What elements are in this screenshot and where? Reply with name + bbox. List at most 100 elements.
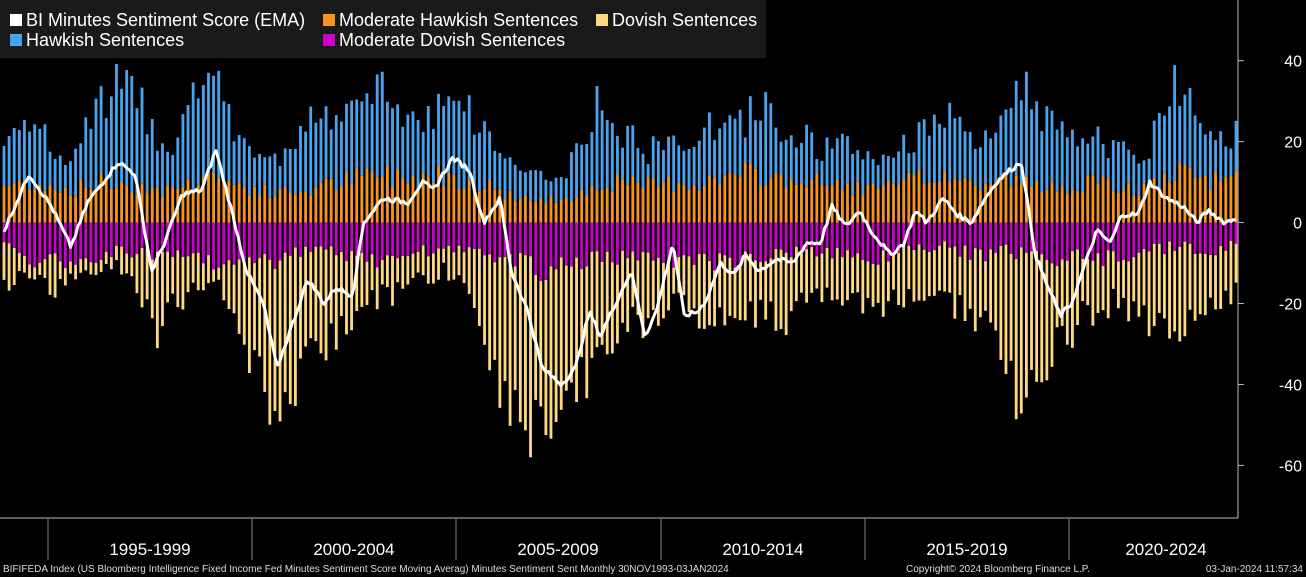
moderate-hawkish-bar — [1188, 167, 1192, 223]
meeting-bar-group — [283, 148, 287, 393]
dovish-bar — [667, 261, 670, 311]
dovish-bar — [462, 252, 466, 283]
moderate-hawkish-bar — [181, 186, 185, 223]
hawkish-bar — [334, 115, 338, 191]
dovish-bar — [784, 252, 788, 336]
moderate-hawkish-bar — [237, 182, 241, 223]
dovish-bar — [856, 253, 860, 293]
legend-label-moderate-dovish: Moderate Dovish Sentences — [339, 30, 566, 50]
meeting-bar-group — [319, 118, 323, 354]
dovish-bar — [1065, 260, 1069, 345]
dovish-bar — [840, 257, 844, 306]
moderate-dovish-bar — [682, 222, 686, 256]
hawkish-bar — [1076, 146, 1079, 191]
dovish-bar — [406, 256, 410, 285]
hawkish-bar — [150, 118, 154, 188]
meeting-bar-group — [687, 149, 691, 313]
hawkish-bar — [927, 135, 931, 183]
legend-item-dovish: Dovish Sentences — [596, 10, 757, 30]
dovish-bar — [938, 245, 941, 291]
dovish-bar — [74, 264, 77, 280]
hawkish-bar — [876, 165, 880, 189]
meeting-bar-group — [74, 148, 77, 280]
moderate-hawkish-bar — [89, 189, 93, 223]
meeting-bar-group — [600, 110, 604, 345]
moderate-hawkish-bar — [79, 179, 83, 223]
moderate-dovish-bar — [1019, 222, 1023, 248]
dovish-bar — [902, 245, 906, 308]
meeting-bar-group — [33, 124, 37, 280]
moderate-hawkish-bar — [421, 173, 425, 223]
hawkish-bar — [1009, 107, 1013, 187]
moderate-hawkish-bar — [794, 184, 798, 223]
dovish-bar — [1122, 259, 1125, 298]
moderate-dovish-bar — [1025, 222, 1028, 253]
moderate-hawkish-bar — [309, 195, 313, 223]
legend-swatch-ema — [10, 14, 22, 26]
moderate-hawkish-bar — [820, 185, 824, 223]
moderate-hawkish-bar — [375, 177, 379, 223]
dovish-bar — [585, 266, 589, 399]
meeting-bar-group — [1234, 120, 1238, 283]
dovish-bar — [1127, 261, 1131, 322]
hawkish-bar — [994, 132, 998, 183]
dovish-bar — [524, 255, 527, 431]
legend-item-moderate-hawkish: Moderate Hawkish Sentences — [323, 10, 578, 30]
meeting-bar-group — [1096, 126, 1100, 313]
moderate-hawkish-bar — [672, 191, 676, 223]
moderate-dovish-bar — [263, 222, 267, 255]
hawkish-bar — [421, 132, 425, 174]
moderate-dovish-bar — [1198, 222, 1202, 254]
hawkish-bar — [708, 112, 711, 176]
meeting-bar-group — [764, 92, 768, 320]
hawkish-bar — [963, 131, 967, 178]
legend-swatch-moderate-hawkish — [323, 14, 335, 26]
moderate-dovish-bar — [815, 222, 819, 257]
hawkish-bar — [329, 129, 333, 179]
moderate-hawkish-bar — [682, 184, 686, 223]
moderate-dovish-bar — [58, 222, 62, 262]
meeting-bar-group — [1035, 101, 1039, 382]
moderate-hawkish-bar — [483, 189, 486, 223]
moderate-hawkish-bar — [605, 187, 609, 223]
meeting-bar-group — [861, 159, 865, 314]
moderate-dovish-bar — [1137, 222, 1141, 253]
dovish-bar — [825, 247, 829, 288]
moderate-hawkish-bar — [871, 183, 875, 223]
moderate-dovish-bar — [610, 222, 614, 263]
dovish-bar — [1147, 251, 1151, 337]
moderate-dovish-bar — [1014, 222, 1018, 260]
meeting-bar-group — [125, 69, 129, 274]
moderate-dovish-bar — [1209, 222, 1212, 256]
legend-label-ema: BI Minutes Sentiment Score (EMA) — [26, 10, 306, 30]
moderate-hawkish-bar — [1030, 186, 1033, 223]
hawkish-bar — [616, 135, 619, 175]
hawkish-bar — [748, 96, 752, 164]
dovish-bar — [84, 258, 88, 271]
dovish-bar — [181, 257, 185, 310]
moderate-hawkish-bar — [171, 188, 175, 223]
moderate-hawkish-bar — [886, 179, 890, 223]
moderate-dovish-bar — [283, 222, 287, 253]
moderate-dovish-bar — [217, 222, 221, 268]
meeting-bar-group — [1122, 141, 1125, 298]
hawkish-bar — [222, 101, 226, 180]
meeting-bar-group — [150, 118, 154, 319]
moderate-hawkish-bar — [1142, 183, 1146, 223]
meeting-bar-group — [1132, 154, 1136, 302]
meeting-bar-group — [856, 150, 860, 293]
moderate-dovish-bar — [437, 222, 440, 249]
hawkish-bar — [789, 135, 793, 179]
moderate-dovish-bar — [575, 222, 578, 258]
meeting-bar-group — [1081, 138, 1085, 302]
hawkish-bar — [268, 156, 272, 198]
dovish-bar — [810, 247, 814, 293]
meeting-bar-group — [299, 125, 302, 359]
meeting-bar-group — [309, 106, 313, 339]
hawkish-bar — [697, 140, 701, 191]
hawkish-bar — [1147, 158, 1151, 190]
hawkish-bar — [478, 132, 481, 192]
meeting-bar-group — [713, 139, 716, 327]
hawkish-bar — [120, 88, 123, 183]
meeting-bar-group — [590, 132, 594, 358]
